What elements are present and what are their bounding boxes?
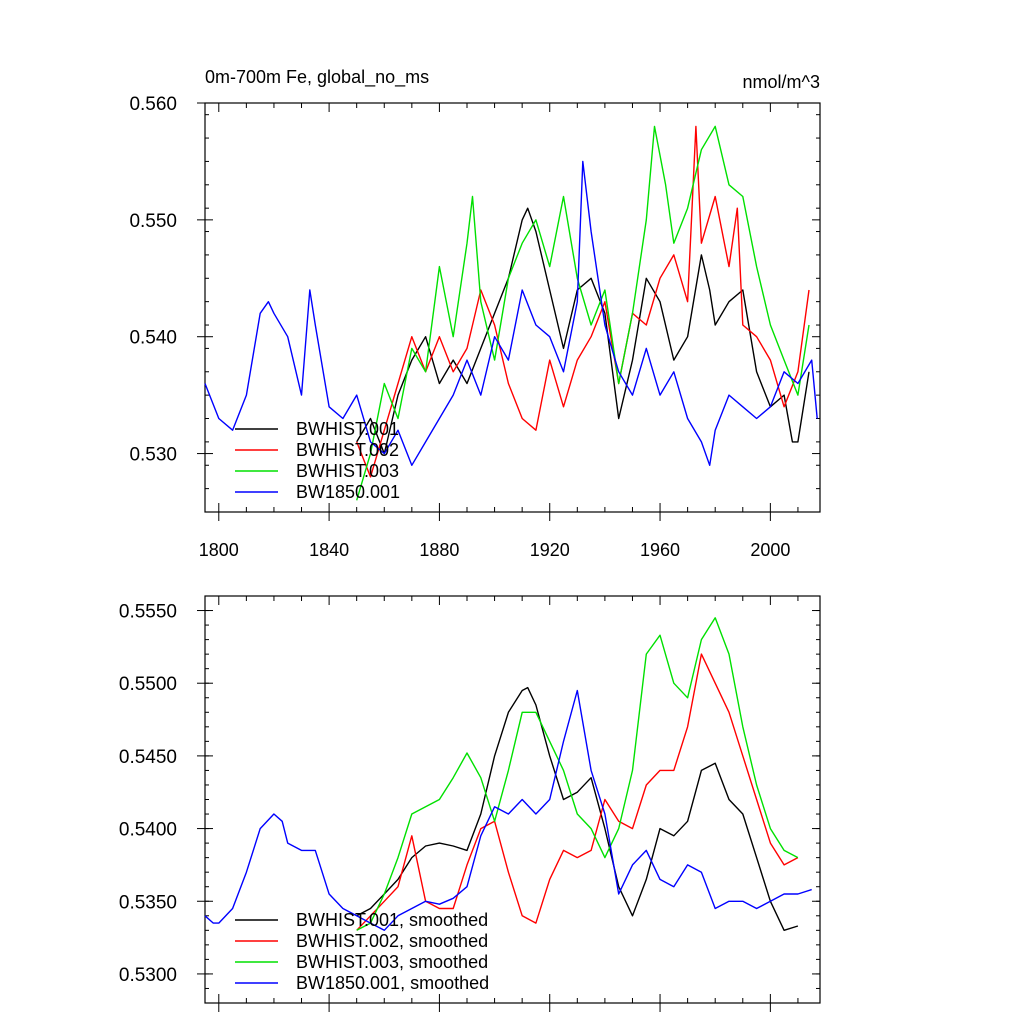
y-tick-label: 0.5450	[119, 747, 177, 768]
top-panel: 0m-700m Fe, global_no_ms nmol/m^3 1800 18…	[129, 67, 821, 560]
y-tick-label: 0.5500	[119, 674, 177, 695]
series-line-bwhist-002	[356, 125, 810, 478]
plot-frame	[204, 102, 821, 513]
legend-label: BWHIST.001	[296, 419, 399, 439]
legend-label: BW1850.001	[296, 482, 400, 502]
y-tick-label: 0.5350	[119, 892, 177, 913]
series-line-bwhist-003	[356, 125, 810, 501]
top-chart-units: nmol/m^3	[743, 72, 820, 92]
y-tick-label: 0.5550	[119, 602, 177, 623]
series-line-bwhist-001-smoothed	[356, 686, 799, 931]
legend-label: BWHIST.001, smoothed	[296, 910, 488, 930]
y-tick-label: 0.530	[129, 445, 177, 466]
bottom-panel: 0.5300 0.5350 0.5400 0.5450 0.5500 0.5550 BWHI…	[119, 595, 821, 1012]
y-tick-label: 0.550	[129, 211, 177, 232]
y-tick-label: 0.5400	[119, 820, 177, 841]
y-tick-label: 0.540	[129, 328, 177, 349]
x-tick-label: 1800	[199, 540, 239, 560]
series-line-bw1850-001-smoothed	[204, 689, 812, 931]
top-chart-title: 0m-700m Fe, global_no_ms	[205, 67, 429, 88]
x-tick-label: 1920	[530, 540, 570, 560]
series-line-bwhist-001	[356, 207, 810, 455]
x-tick-label: 2000	[750, 540, 790, 560]
x-tick-label: 1840	[309, 540, 349, 560]
legend-label: BWHIST.003, smoothed	[296, 952, 488, 972]
series-line-bwhist-002-smoothed	[356, 653, 799, 931]
y-tick-label: 0.560	[129, 94, 177, 115]
legend-label: BWHIST.002	[296, 440, 399, 460]
legend-label: BWHIST.002, smoothed	[296, 931, 488, 951]
x-tick-label: 1960	[640, 540, 680, 560]
y-tick-label: 0.5300	[119, 965, 177, 986]
x-tick-label: 1880	[419, 540, 459, 560]
legend-label: BW1850.001, smoothed	[296, 973, 489, 993]
series-line-bwhist-003-smoothed	[356, 617, 799, 931]
series-line-bw1850-001	[204, 160, 818, 466]
legend-label: BWHIST.003	[296, 461, 399, 481]
